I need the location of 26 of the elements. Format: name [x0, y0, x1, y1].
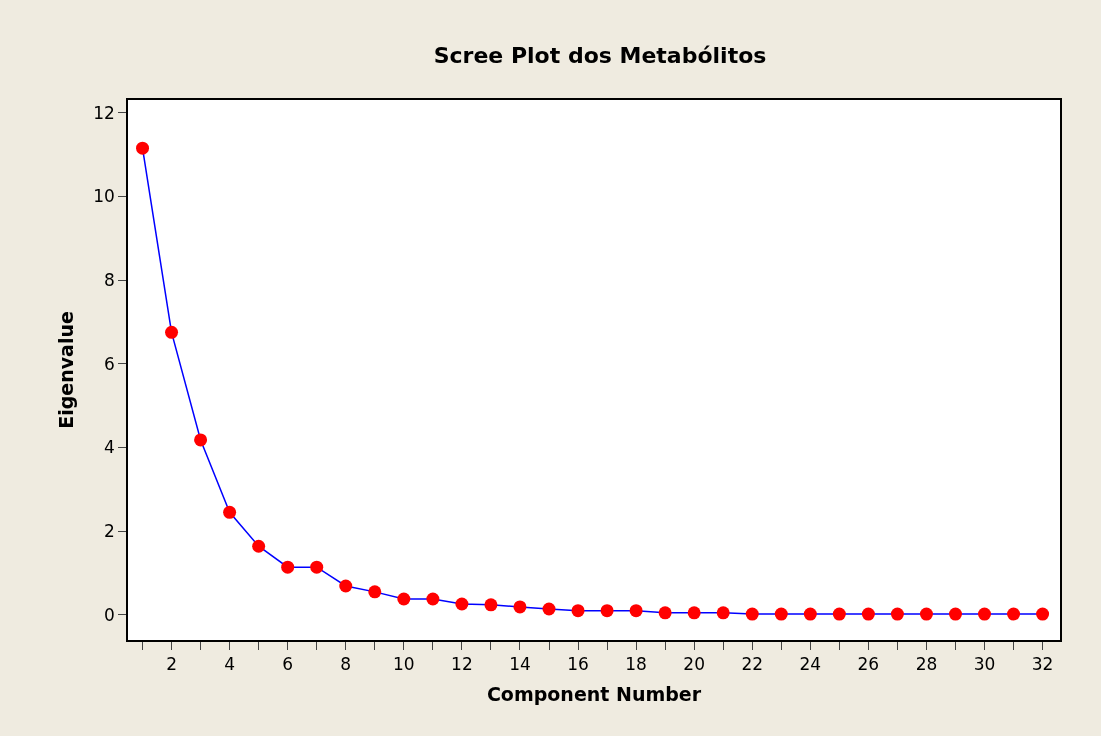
- x-tick-label: 16: [567, 654, 589, 675]
- x-tick-label: 14: [509, 654, 531, 675]
- x-tick-label: 28: [915, 654, 938, 675]
- y-tick-label: 2: [104, 521, 115, 542]
- x-tick-label: 10: [393, 654, 415, 675]
- x-tick-label: 20: [683, 654, 705, 675]
- x-tick-label: 30: [973, 654, 996, 675]
- x-tick-label: 32: [1031, 654, 1054, 675]
- y-tick-label: 4: [104, 437, 115, 458]
- y-tick-label: 10: [93, 186, 115, 207]
- x-tick-label: 12: [451, 654, 473, 675]
- y-tick-label: 12: [93, 102, 115, 123]
- x-tick-label: 26: [857, 654, 880, 675]
- x-tick-label: 22: [741, 654, 764, 675]
- x-tick-label: 8: [340, 654, 352, 675]
- x-tick-label: 6: [282, 654, 294, 675]
- y-axis-title: Eigenvalue: [54, 311, 77, 429]
- chart-title: Scree Plot dos Metabólitos: [433, 43, 767, 69]
- x-tick-label: 2: [166, 654, 177, 675]
- x-axis-title: Component Number: [486, 683, 702, 706]
- x-tick-label: 18: [625, 654, 647, 675]
- y-tick-label: 6: [104, 353, 115, 374]
- y-tick-label: 8: [104, 269, 115, 290]
- x-tick-label: 24: [799, 654, 822, 675]
- y-tick-label: 0: [104, 604, 115, 625]
- x-tick-label: 4: [224, 654, 236, 675]
